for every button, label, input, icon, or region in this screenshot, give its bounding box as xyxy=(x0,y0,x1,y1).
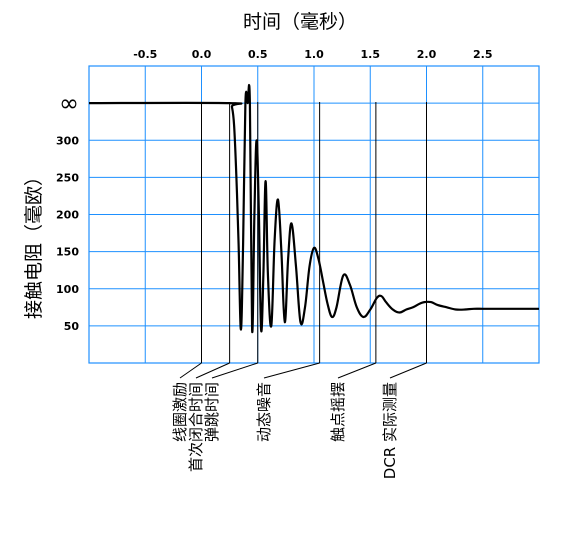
x-tick-label: 1.0 xyxy=(304,48,324,61)
y-tick-label: 100 xyxy=(56,283,79,296)
phase-label: 线圈激励 xyxy=(171,382,189,442)
phase-leader xyxy=(389,362,427,379)
x-tick-label: 0.5 xyxy=(248,48,268,61)
x-tick-label: 0.0 xyxy=(192,48,212,61)
phase-leader xyxy=(195,362,230,379)
x-tick-label: -0.5 xyxy=(133,48,157,61)
x-tick-label: 2.0 xyxy=(417,48,437,61)
resistance-series-line xyxy=(88,84,540,334)
plot-area xyxy=(88,84,540,334)
grid xyxy=(88,65,540,364)
y-tick-label: 300 xyxy=(56,134,79,147)
x-axis-title: 时间（毫秒） xyxy=(243,11,357,33)
y-tick-label: 150 xyxy=(56,246,79,259)
phase-label: 动态噪音 xyxy=(255,382,273,442)
y-tick-label: 250 xyxy=(56,171,79,184)
y-axis-title: 接触电阻（毫欧） xyxy=(23,167,45,319)
phase-label: 触点摇摆 xyxy=(329,382,347,442)
phase-label: DCR 实际测量 xyxy=(381,382,399,479)
x-tick-label: 1.5 xyxy=(361,48,381,61)
tick-labels: -0.5 0.0 0.5 1.0 1.5 2.0 2.5 ∞ 300 250 200 150 100 50 xyxy=(56,48,492,333)
phase-label: 弹跳时间 xyxy=(203,382,221,442)
phase-leader xyxy=(211,362,258,379)
y-tick-label: 200 xyxy=(56,209,79,222)
y-tick-infinity: ∞ xyxy=(59,89,79,117)
phase-leader xyxy=(263,362,320,379)
phase-leader xyxy=(337,362,377,379)
phase-leader xyxy=(179,362,202,379)
y-tick-label: 50 xyxy=(64,320,80,333)
phase-label: 首次闭合时间 xyxy=(187,382,205,472)
x-tick-label: 2.5 xyxy=(473,48,493,61)
